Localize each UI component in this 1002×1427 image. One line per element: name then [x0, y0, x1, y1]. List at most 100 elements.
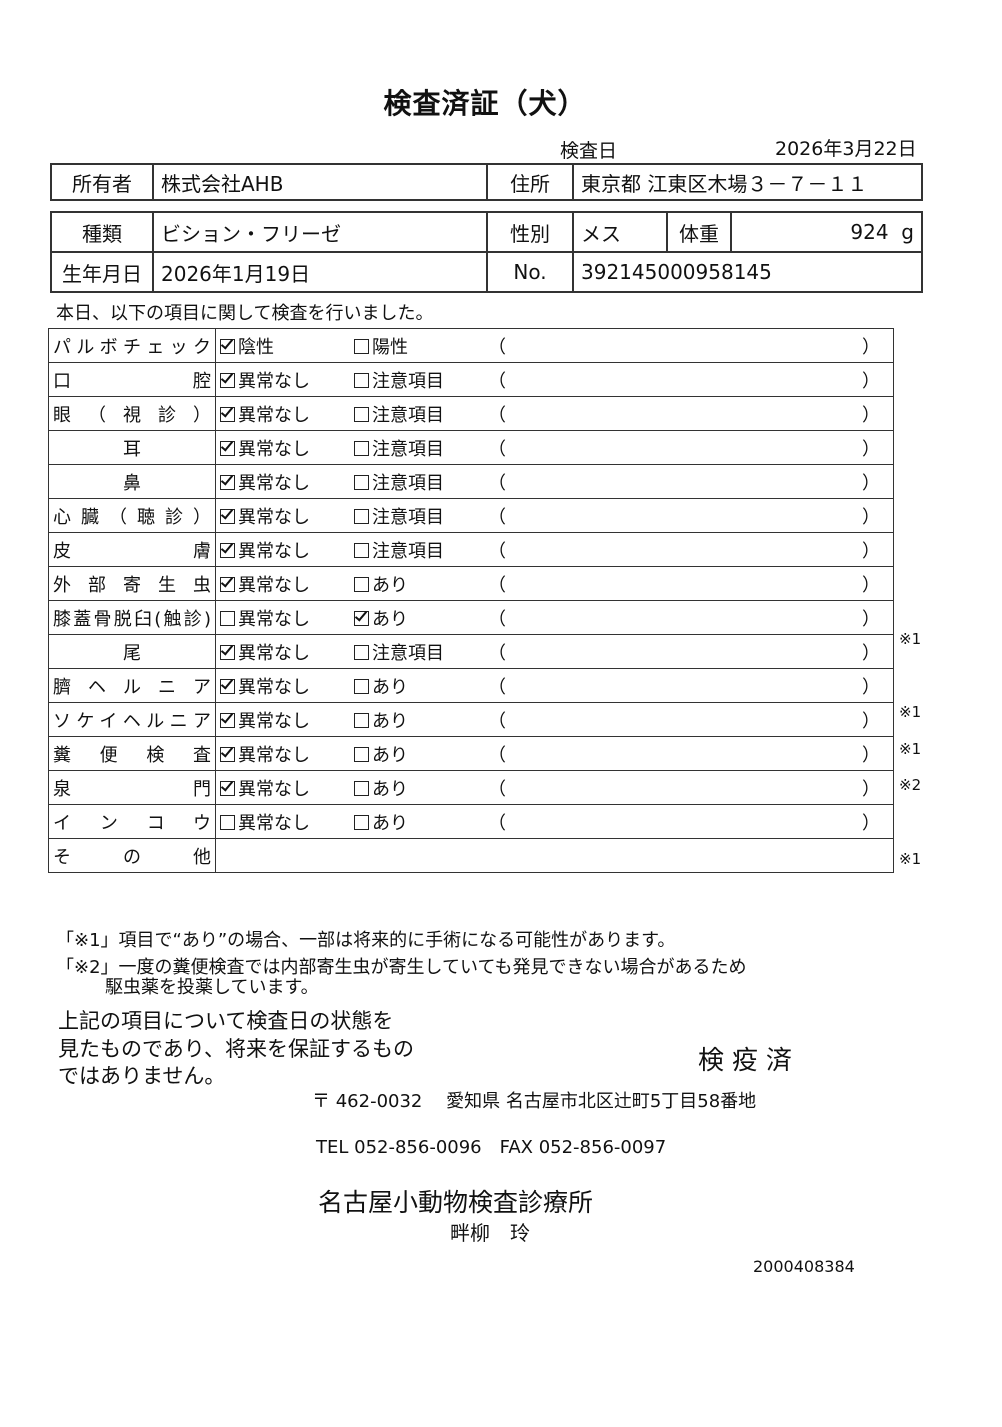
inspection-row: 外部寄生虫 異常なし あり（）	[48, 566, 894, 601]
checkbox[interactable]	[220, 644, 235, 660]
checkbox[interactable]	[220, 508, 235, 524]
checkbox[interactable]	[220, 440, 235, 456]
document-title: 検査済証（犬）	[383, 87, 587, 120]
no-label: No.	[486, 251, 574, 293]
item-label: パルボチェック	[48, 328, 216, 363]
option-opt2: あり	[354, 775, 488, 801]
option-opt2: あり	[354, 673, 488, 699]
no-value: 392145000958145	[572, 251, 923, 293]
remarks-field: （）	[488, 404, 880, 426]
checkbox[interactable]	[220, 678, 235, 694]
checkbox[interactable]	[220, 780, 235, 796]
inspection-row: 臍ヘルニア 異常なし あり（）	[48, 668, 894, 703]
inspection-row-other: その他	[48, 838, 894, 873]
checkbox[interactable]	[220, 474, 235, 490]
row-note: ※2	[899, 776, 922, 795]
inspection-row: 口腔 異常なし 注意項目（）	[48, 362, 894, 397]
option-opt2: 注意項目	[354, 503, 488, 529]
option-opt1: 異常なし	[220, 741, 354, 767]
option-opt1: 異常なし	[220, 503, 354, 529]
checkbox[interactable]	[220, 610, 235, 626]
item-result: 異常なし あり（）	[215, 600, 894, 635]
checkbox[interactable]	[220, 814, 235, 830]
checkbox[interactable]	[354, 712, 369, 728]
item-result: 異常なし あり（）	[215, 770, 894, 805]
remarks-field: （）	[488, 676, 880, 698]
item-label: その他	[48, 838, 216, 873]
breed-label: 種類	[50, 211, 154, 253]
checkbox[interactable]	[354, 338, 369, 354]
item-label: 臍ヘルニア	[48, 668, 216, 703]
address-value: 東京都 江東区木場３－７－１１	[572, 163, 923, 201]
document-number: 2000408384	[753, 1257, 855, 1276]
birth-value: 2026年1月19日	[152, 251, 488, 293]
option-opt2: 注意項目	[354, 367, 488, 393]
row-note: ※1	[899, 629, 922, 648]
inspection-row: 膝蓋骨脱臼(触診) 異常なし あり（）	[48, 600, 894, 635]
birth-label: 生年月日	[50, 251, 154, 293]
checkbox[interactable]	[220, 542, 235, 558]
checkbox[interactable]	[354, 542, 369, 558]
checkbox[interactable]	[220, 372, 235, 388]
owner-table: 所有者 株式会社AHB 住所 東京都 江東区木場３－７－１１	[50, 163, 923, 201]
inspection-row: 耳 異常なし 注意項目（）	[48, 430, 894, 465]
item-result: 異常なし 注意項目（）	[215, 362, 894, 397]
clinic-name: 名古屋小動物検査診療所	[318, 1188, 594, 1217]
item-result: 異常なし あり（）	[215, 668, 894, 703]
checkbox[interactable]	[354, 678, 369, 694]
clinic-address: 〒 462-0032 愛知県 名古屋市北区辻町5丁目58番地	[312, 1091, 757, 1112]
quarantine-stamp: 検疫済	[698, 1046, 801, 1076]
option-opt2: 注意項目	[354, 639, 488, 665]
breed-value: ビション・フリーゼ	[152, 211, 488, 253]
item-result: 異常なし あり（）	[215, 804, 894, 839]
checkbox[interactable]	[354, 474, 369, 490]
checkbox[interactable]	[354, 576, 369, 592]
item-label: 心臓（聴診）	[48, 498, 216, 533]
inspection-row: 尾 異常なし 注意項目（）	[48, 634, 894, 669]
footnote-1: 「※1」項目で“あり”の場合、一部は将来的に手術になる可能性があります。	[56, 930, 676, 951]
disclaimer-line: 見たものであり、将来を保証するもの	[58, 1037, 414, 1061]
other-field	[215, 838, 894, 873]
checkbox[interactable]	[220, 746, 235, 762]
option-opt1: 異常なし	[220, 401, 354, 427]
footnote-2: 「※2」一度の糞便検査では内部寄生虫が寄生していても発見できない場合があるため	[56, 957, 747, 978]
row-note: ※1	[899, 739, 922, 758]
item-label: インコウ	[48, 804, 216, 839]
checkbox[interactable]	[354, 746, 369, 762]
inspection-row: 泉門 異常なし あり（）	[48, 770, 894, 805]
option-opt1: 陰性	[220, 333, 354, 359]
option-opt1: 異常なし	[220, 605, 354, 631]
checkbox[interactable]	[354, 406, 369, 422]
option-opt2: 注意項目	[354, 401, 488, 427]
checkbox[interactable]	[354, 372, 369, 388]
checkbox[interactable]	[220, 576, 235, 592]
exam-date-label: 検査日	[560, 140, 618, 162]
item-result: 異常なし あり（）	[215, 566, 894, 601]
item-label: 鼻	[48, 464, 216, 499]
checkbox[interactable]	[220, 712, 235, 728]
footnote-2-continued: 駆虫薬を投薬しています。	[105, 977, 319, 998]
option-opt2: 注意項目	[354, 435, 488, 461]
checkbox[interactable]	[354, 508, 369, 524]
row-note: ※1	[899, 849, 922, 868]
checkbox[interactable]	[354, 780, 369, 796]
disclaimer-line: ではありません。	[58, 1064, 226, 1088]
option-opt2: 注意項目	[354, 537, 488, 563]
checkbox[interactable]	[220, 406, 235, 422]
option-opt1: 異常なし	[220, 809, 354, 835]
item-result: 異常なし 注意項目（）	[215, 532, 894, 567]
checkbox[interactable]	[354, 644, 369, 660]
item-result: 異常なし 注意項目（）	[215, 634, 894, 669]
checkbox[interactable]	[354, 440, 369, 456]
option-opt2: あり	[354, 707, 488, 733]
checkbox[interactable]	[354, 610, 369, 626]
item-result: 異常なし あり（）	[215, 736, 894, 771]
option-opt2: 陽性	[354, 333, 488, 359]
remarks-field: （）	[488, 744, 880, 766]
option-opt1: 異常なし	[220, 775, 354, 801]
item-label: 皮膚	[48, 532, 216, 567]
checkbox[interactable]	[354, 814, 369, 830]
remarks-field: （）	[488, 574, 880, 596]
checkbox[interactable]	[220, 338, 235, 354]
option-opt2: あり	[354, 741, 488, 767]
